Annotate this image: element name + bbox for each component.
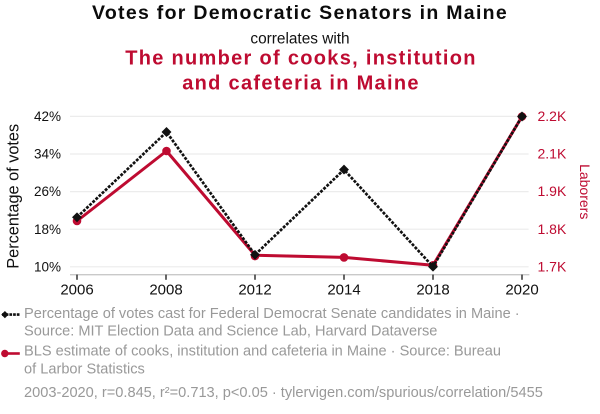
svg-text:26%: 26%	[34, 184, 61, 199]
svg-text:Source: MIT Election Data and: Source: MIT Election Data and Science La…	[24, 324, 437, 340]
svg-text:and cafeteria in Maine: and cafeteria in Maine	[182, 72, 420, 94]
svg-text:1.9K: 1.9K	[538, 183, 567, 199]
svg-text:2018: 2018	[416, 281, 449, 298]
svg-text:2020: 2020	[505, 281, 538, 298]
svg-text:of Larbor Statistics: of Larbor Statistics	[24, 361, 145, 377]
svg-text:Percentage of votes cast for F: Percentage of votes cast for Federal Dem…	[24, 306, 520, 322]
svg-text:2008: 2008	[149, 281, 182, 298]
svg-text:2012: 2012	[238, 281, 271, 298]
svg-text:1.8K: 1.8K	[538, 221, 567, 237]
svg-text:18%: 18%	[34, 222, 61, 237]
svg-text:10%: 10%	[34, 259, 61, 274]
svg-text:Votes for Democratic Senators: Votes for Democratic Senators in Maine	[92, 2, 508, 24]
svg-text:BLS estimate of cooks, institu: BLS estimate of cooks, institution and c…	[24, 344, 501, 360]
svg-text:2.2K: 2.2K	[538, 108, 567, 124]
svg-text:Laborers: Laborers	[577, 164, 593, 219]
svg-text:2.1K: 2.1K	[538, 146, 567, 162]
svg-text:42%: 42%	[34, 109, 61, 124]
svg-text:34%: 34%	[34, 147, 61, 162]
svg-text:Percentage of votes: Percentage of votes	[4, 124, 22, 269]
svg-text:1.7K: 1.7K	[538, 258, 567, 274]
svg-text:2006: 2006	[60, 281, 93, 298]
svg-text:2003-2020, r=0.845, r²=0.713,: 2003-2020, r=0.845, r²=0.713, p<0.05 · t…	[24, 385, 543, 401]
svg-text:correlates with: correlates with	[250, 31, 349, 48]
svg-text:The number of cooks, instituti: The number of cooks, institution	[125, 48, 477, 70]
svg-text:2014: 2014	[327, 281, 360, 298]
